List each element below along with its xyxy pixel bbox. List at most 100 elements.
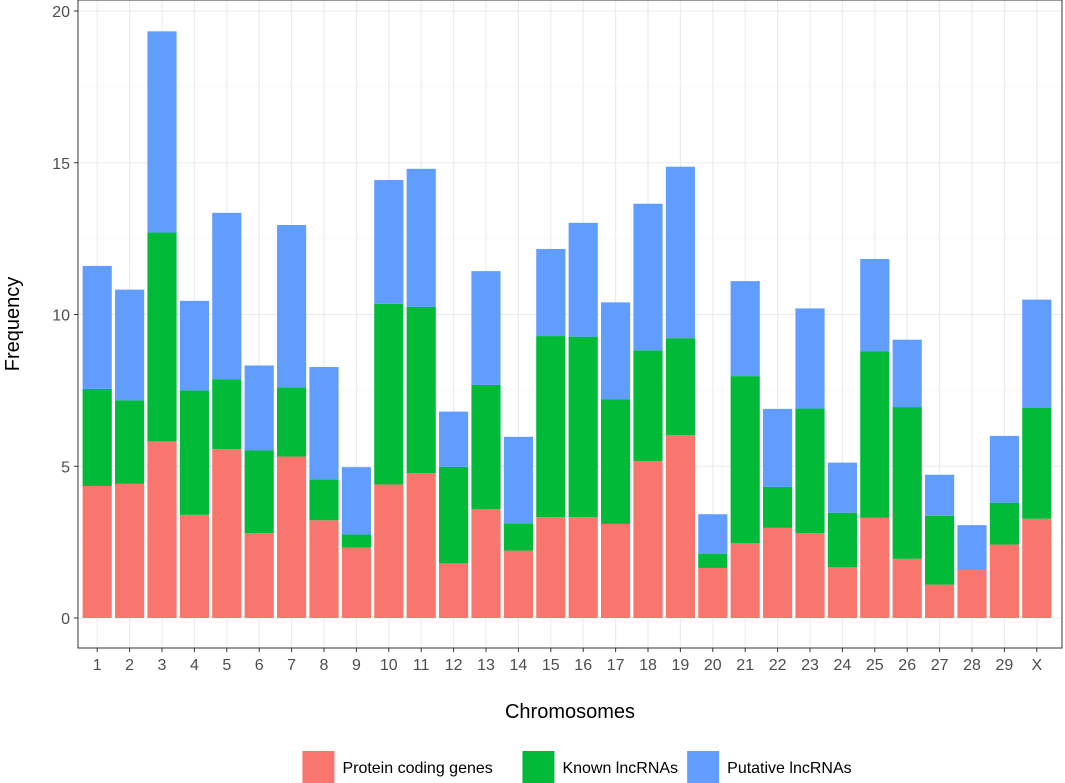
legend-key-series-1 bbox=[302, 751, 335, 783]
bar-segment-10-series-1 bbox=[374, 484, 404, 618]
x-tick-label: 24 bbox=[834, 657, 852, 674]
bar-segment-6-series-1 bbox=[244, 533, 274, 618]
bar-segment-8-series-1 bbox=[309, 520, 339, 618]
x-tick-label: 7 bbox=[287, 657, 296, 674]
bar-segment-18-series-2 bbox=[633, 350, 663, 462]
x-tick-label: 25 bbox=[866, 657, 884, 674]
bar-segment-7-series-3 bbox=[277, 224, 307, 388]
legend-key-series-2 bbox=[522, 751, 555, 783]
bar-segment-26-series-1 bbox=[892, 558, 922, 618]
x-tick-label: 1 bbox=[93, 657, 102, 674]
x-tick-label: 11 bbox=[413, 657, 430, 674]
bar-segment-6-series-3 bbox=[244, 365, 274, 451]
bar-segment-2-series-3 bbox=[115, 289, 145, 401]
bar-segment-22-series-1 bbox=[763, 527, 793, 618]
bar-segment-23-series-1 bbox=[795, 533, 825, 618]
bar-segment-12-series-2 bbox=[439, 466, 469, 564]
x-tick-label: 22 bbox=[769, 657, 787, 674]
bar-segment-12-series-3 bbox=[439, 411, 469, 467]
bar-segment-16-series-3 bbox=[568, 222, 598, 337]
bar-segment-19-series-2 bbox=[665, 338, 695, 436]
bar-segment-3-series-1 bbox=[147, 441, 177, 618]
bar-segment-1-series-2 bbox=[82, 388, 112, 486]
bar-segment-26-series-3 bbox=[892, 339, 922, 408]
y-tick-label: 5 bbox=[61, 459, 70, 476]
bar-segment-13-series-2 bbox=[471, 384, 501, 510]
bar-segment-7-series-2 bbox=[277, 387, 307, 457]
x-tick-label: 2 bbox=[125, 657, 134, 674]
x-tick-label: 14 bbox=[510, 657, 528, 674]
x-tick-label: 17 bbox=[607, 657, 625, 674]
bar-segment-8-series-3 bbox=[309, 367, 339, 480]
x-tick-label: 29 bbox=[996, 657, 1014, 674]
bar-segment-9-series-3 bbox=[341, 467, 371, 535]
bar-segment-13-series-3 bbox=[471, 271, 501, 385]
y-tick-label: 10 bbox=[52, 308, 70, 325]
bar-segment-17-series-1 bbox=[601, 523, 631, 618]
bar-segment-15-series-1 bbox=[536, 517, 566, 618]
x-tick-label: 26 bbox=[898, 657, 916, 674]
bar-segment-14-series-1 bbox=[503, 550, 533, 618]
y-axis: 0 5 10 15 20 bbox=[52, 4, 78, 628]
x-tick-label: 23 bbox=[801, 657, 819, 674]
bar-segment-28-series-3 bbox=[957, 525, 987, 571]
x-tick-label: 16 bbox=[574, 657, 592, 674]
legend-label-series-3: Putative lncRNAs bbox=[727, 760, 852, 777]
bar-segment-18-series-1 bbox=[633, 461, 663, 618]
x-tick-label: X bbox=[1031, 657, 1042, 674]
bar-segment-5-series-1 bbox=[212, 448, 242, 618]
bar-segment-10-series-3 bbox=[374, 180, 404, 304]
bar-segment-20-series-3 bbox=[698, 514, 728, 554]
bar-segment-27-series-3 bbox=[925, 474, 955, 516]
bar-segment-15-series-2 bbox=[536, 336, 566, 518]
bar-segment-22-series-3 bbox=[763, 408, 793, 487]
x-tick-label: 20 bbox=[704, 657, 722, 674]
bar-segment-15-series-3 bbox=[536, 248, 566, 337]
y-tick-label: 0 bbox=[61, 611, 70, 628]
bar-segment-20-series-2 bbox=[698, 553, 728, 568]
bar-segment-25-series-1 bbox=[860, 517, 890, 618]
legend-key-series-3 bbox=[687, 751, 720, 783]
bar-segment-1-series-3 bbox=[82, 265, 112, 389]
x-axis: 1 2 3 4 5 6 7 8 9 10 11 12 13 14 15 16 17 18 19 20 21 22 23 24 2… bbox=[93, 648, 1042, 674]
bar-segment-22-series-2 bbox=[763, 486, 793, 528]
bar-segment-29-series-2 bbox=[989, 502, 1019, 545]
legend-label-series-2: Known lncRNAs bbox=[562, 760, 678, 777]
legend: Protein coding genes Known lncRNAs Putativ… bbox=[302, 751, 852, 783]
bar-segment-28-series-1 bbox=[957, 570, 987, 618]
x-tick-label: 12 bbox=[445, 657, 463, 674]
bar-segment-11-series-1 bbox=[406, 473, 436, 618]
bar-segment-10-series-2 bbox=[374, 303, 404, 485]
bar-segment-3-series-3 bbox=[147, 31, 177, 233]
bar-segment-24-series-1 bbox=[827, 567, 857, 618]
bar-segment-9-series-1 bbox=[341, 547, 371, 618]
x-tick-label: 15 bbox=[542, 657, 560, 674]
x-tick-label: 27 bbox=[931, 657, 949, 674]
legend-label-series-1: Protein coding genes bbox=[342, 760, 492, 777]
x-tick-label: 8 bbox=[320, 657, 329, 674]
bar-segment-4-series-1 bbox=[179, 514, 209, 618]
bar-segment-26-series-2 bbox=[892, 407, 922, 559]
bar-segment-X-series-1 bbox=[1022, 518, 1052, 618]
bar-segment-3-series-2 bbox=[147, 232, 177, 442]
bar-segment-2-series-1 bbox=[115, 483, 145, 618]
panel-border bbox=[77, 0, 1063, 649]
bar-segment-5-series-3 bbox=[212, 212, 242, 380]
bar-segment-11-series-2 bbox=[406, 306, 436, 474]
bar-segment-16-series-2 bbox=[568, 336, 598, 518]
bar-segment-12-series-1 bbox=[439, 563, 469, 618]
bar-segment-19-series-1 bbox=[665, 435, 695, 618]
bar-segment-4-series-3 bbox=[179, 300, 209, 391]
bar-segment-25-series-2 bbox=[860, 351, 890, 518]
bar-segment-16-series-1 bbox=[568, 517, 598, 618]
x-tick-label: 21 bbox=[736, 657, 754, 674]
bar-segment-6-series-2 bbox=[244, 450, 274, 534]
bar-segment-29-series-3 bbox=[989, 435, 1019, 503]
bar-segment-17-series-2 bbox=[601, 399, 631, 524]
bar-segment-11-series-3 bbox=[406, 168, 436, 307]
bar-segment-5-series-2 bbox=[212, 379, 242, 449]
bar-segment-21-series-2 bbox=[730, 376, 760, 544]
y-axis-title: Frequency bbox=[2, 277, 24, 372]
x-tick-label: 13 bbox=[477, 657, 495, 674]
